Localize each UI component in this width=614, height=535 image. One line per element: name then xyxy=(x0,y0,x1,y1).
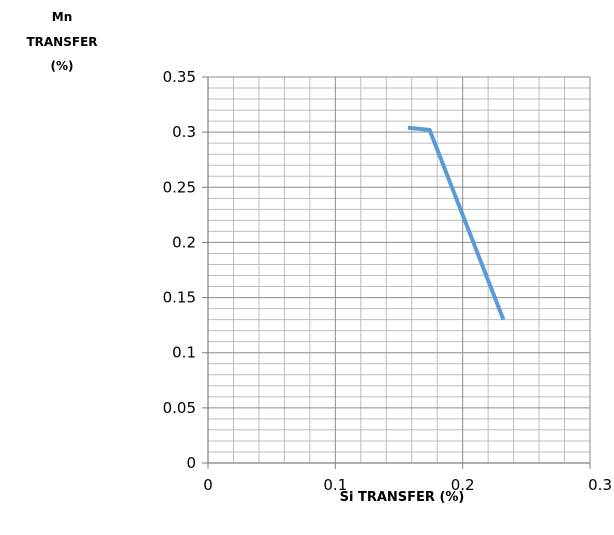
x-tick-label: 0.3 xyxy=(588,476,612,494)
series-line xyxy=(407,125,506,321)
x-tick-label: 0.2 xyxy=(451,476,475,494)
x-tick-labels: 0 0.1 0.2 0.3 xyxy=(203,476,612,494)
y-axis-label-line-2: TRANSFER xyxy=(26,35,97,49)
y-axis-label-line-1: Mn xyxy=(52,10,72,24)
y-axis-label-line-3: (%) xyxy=(51,59,74,73)
y-tick-label: 0.1 xyxy=(172,344,196,362)
y-tick-labels: 0 0.05 0.1 0.15 0.2 0.25 0.3 0.35 xyxy=(163,68,196,472)
x-tick-label: 0 xyxy=(203,476,213,494)
axes xyxy=(202,76,591,469)
y-tick-label: 0.05 xyxy=(163,399,196,417)
y-tick-label: 0.2 xyxy=(172,233,196,251)
x-tick-label: 0.1 xyxy=(323,476,347,494)
series-group xyxy=(407,125,506,321)
y-tick-label: 0.15 xyxy=(163,289,196,307)
major-gridlines xyxy=(207,76,591,464)
y-tick-label: 0.3 xyxy=(172,123,196,141)
y-tick-label: 0 xyxy=(186,454,196,472)
y-tick-label: 0.35 xyxy=(163,68,196,86)
minor-gridlines xyxy=(208,77,590,463)
x-axis-label: Si TRANSFER (%) xyxy=(340,490,465,505)
y-tick-label: 0.25 xyxy=(163,178,196,196)
